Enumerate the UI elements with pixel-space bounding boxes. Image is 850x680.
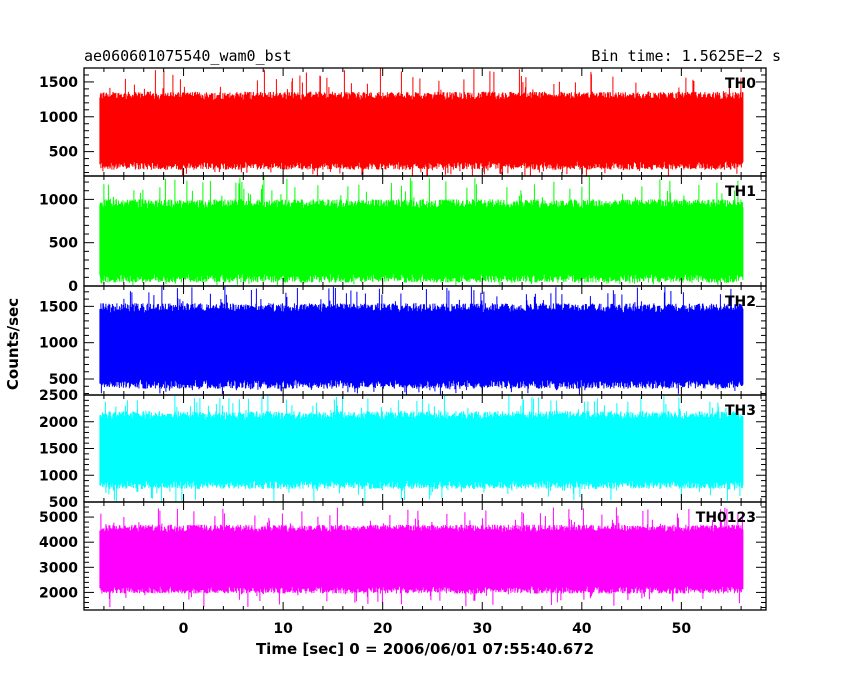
x-tick-label: 10 [273, 621, 293, 637]
series-th0123-line [99, 507, 744, 608]
series-th3-line [99, 395, 744, 502]
y-tick-label: 3000 [39, 560, 78, 576]
series-th1-line [99, 176, 744, 286]
x-axis-title: Time [sec] 0 = 2006/06/01 07:55:40.672 [256, 640, 594, 658]
series-th0-line [99, 68, 744, 176]
y-tick-label: 1000 [39, 192, 78, 208]
y-tick-label: 1500 [39, 299, 78, 315]
series-label-th1: TH1 [725, 184, 756, 200]
x-tick-label: 20 [373, 621, 393, 637]
panel-th1: 0 500 1000 TH1 [39, 175, 767, 295]
panel-th0: 500 1000 1500 TH0 [39, 67, 767, 177]
panel-th3: 500 1000 1500 2000 2500 TH3 [39, 388, 767, 511]
panel-frame [83, 501, 767, 611]
y-tick-label: 500 [49, 236, 78, 252]
y-tick-label: 5000 [39, 510, 78, 526]
y-tick-label: 500 [49, 372, 78, 388]
series-th2-line [99, 286, 744, 395]
y-tick-label: 0 [68, 279, 78, 295]
bin-time-label: Bin time: 1.5625E−2 s [591, 47, 781, 65]
y-tick-label: 2500 [39, 388, 78, 404]
y-tick-label: 2000 [39, 585, 78, 601]
y-axis-title: Counts/sec [4, 298, 22, 390]
figure-title: ae060601075540_wam0_bst [84, 47, 292, 65]
y-tick-label: 1000 [39, 336, 78, 352]
y-tick-label: 1000 [39, 110, 78, 126]
x-tick-label: 30 [473, 621, 493, 637]
panel-th2: 500 1000 1500 TH2 [39, 285, 767, 396]
series-label-th0123: TH0123 [696, 510, 756, 526]
panel-th0123: 2000 3000 4000 5000 TH0123 [39, 501, 767, 611]
x-tick-label: 40 [572, 621, 592, 637]
y-tick-label: 500 [49, 495, 78, 511]
y-tick-label: 1500 [39, 75, 78, 91]
y-tick-label: 2000 [39, 415, 78, 431]
x-tick-label: 0 [179, 621, 189, 637]
series-label-th3: TH3 [725, 403, 756, 419]
y-tick-label: 500 [49, 145, 78, 161]
x-tick-label: 50 [672, 621, 692, 637]
y-tick-label: 4000 [39, 535, 78, 551]
series-label-th0: TH0 [725, 76, 756, 92]
series-label-th2: TH2 [725, 294, 756, 310]
y-tick-label: 1500 [39, 442, 78, 458]
y-tick-label: 1000 [39, 468, 78, 484]
